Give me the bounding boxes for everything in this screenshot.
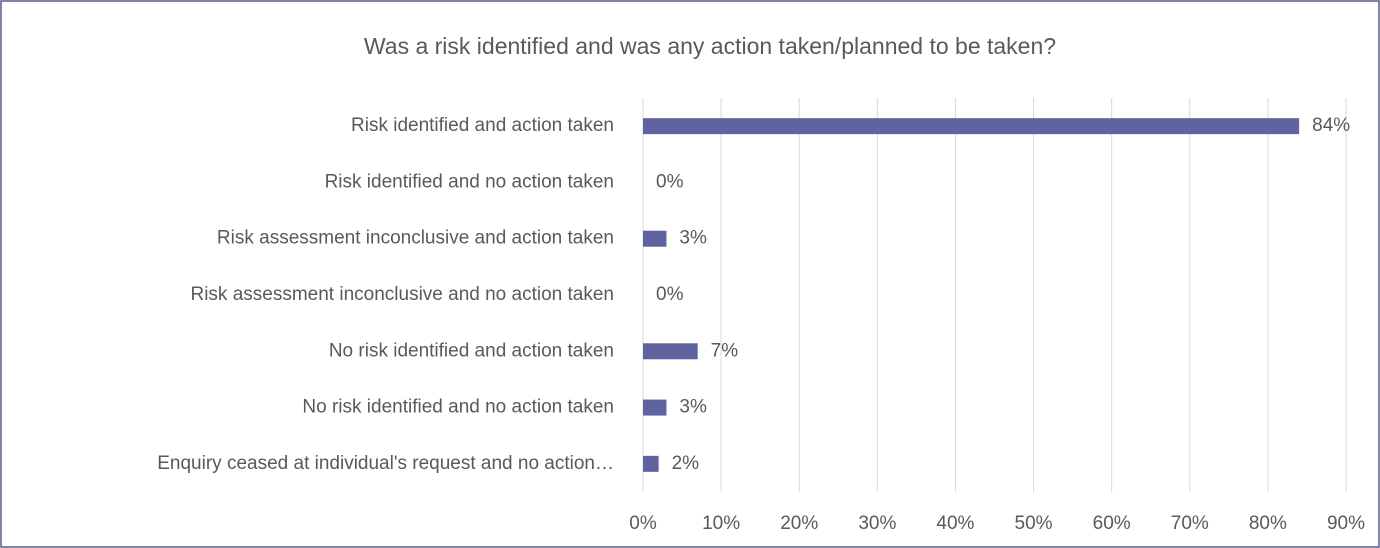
y-tick-label: No risk identified and no action taken [302, 397, 614, 418]
value-label: 7% [711, 340, 739, 361]
chart-title: Was a risk identified and was any action… [364, 33, 1056, 59]
x-tick-label: 20% [780, 513, 818, 534]
x-tick-label: 90% [1327, 513, 1365, 534]
y-tick-label: Risk identified and action taken [351, 115, 614, 136]
x-tick-label: 70% [1171, 513, 1209, 534]
x-tick-label: 50% [1015, 513, 1053, 534]
bar [643, 455, 659, 472]
x-tick-label: 40% [936, 513, 974, 534]
value-label: 3% [679, 397, 707, 418]
value-label: 0% [656, 171, 684, 192]
x-tick-label: 0% [629, 513, 657, 534]
y-tick-label: Enquiry ceased at individual's request a… [157, 453, 614, 474]
value-label: 0% [656, 284, 684, 305]
x-tick-label: 30% [858, 513, 896, 534]
x-tick-label: 10% [702, 513, 740, 534]
value-label: 2% [672, 453, 700, 474]
y-tick-label: No risk identified and action taken [329, 340, 614, 361]
y-tick-label: Risk assessment inconclusive and action … [217, 228, 614, 249]
bar [643, 230, 667, 247]
x-tick-label: 60% [1093, 513, 1131, 534]
value-label: 3% [679, 228, 707, 249]
bar [643, 399, 667, 416]
bar [643, 118, 1300, 135]
y-tick-label: Risk identified and no action taken [325, 171, 614, 192]
value-label: 84% [1312, 115, 1350, 136]
x-tick-label: 80% [1249, 513, 1287, 534]
y-tick-label: Risk assessment inconclusive and no acti… [190, 284, 614, 305]
bar [643, 343, 698, 360]
